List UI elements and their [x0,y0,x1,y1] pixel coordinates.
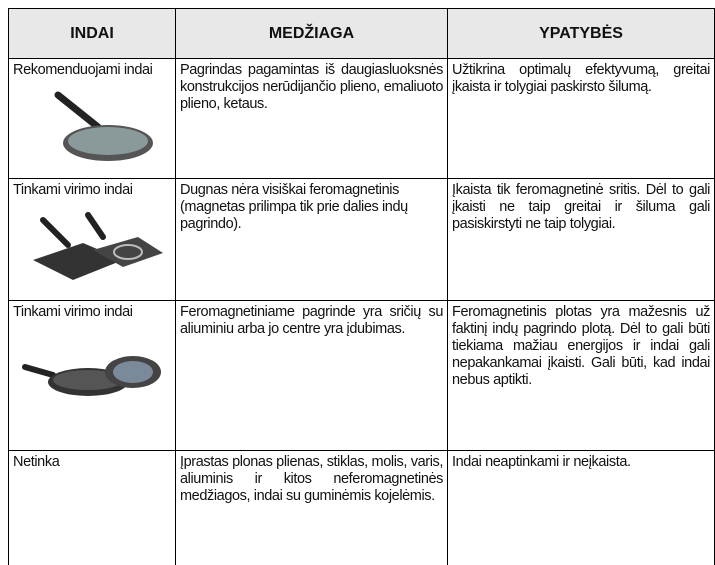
cell-text: Pagrindas pagamintas iš daugiasluoksnės … [180,62,443,112]
header-row: INDAI MEDŽIAGA YPATYBĖS [8,8,715,59]
cell: Užtikrina optimalų efektyvumą, greitai į… [447,58,715,179]
header-cell: MEDŽIAGA [175,8,448,59]
cell-text: Tinkami virimo indai [13,304,133,320]
cell: Feromagnetinis plotas yra mažesnis už fa… [447,300,715,451]
cell-text: Indai neaptinkami ir neįkaista. [452,454,631,470]
cell: Pagrindas pagamintas iš daugiasluoksnės … [175,58,448,179]
cell: Indai neaptinkami ir neįkaista. [447,450,715,565]
row: Rekomenduojami indai Pagrindas pagaminta… [8,58,715,179]
row: Tinkami virimo indai Feromagnetiniame pa… [8,300,715,451]
cell: Įkaista tik feromagnetinė sritis. Dėl to… [447,178,715,301]
cell-text: Dugnas nėra visiškai feromagnetinis (mag… [180,182,408,232]
cookware-table: INDAI MEDŽIAGA YPATYBĖS Rekomenduojami i… [8,8,715,565]
cell: Tinkami virimo indai [8,178,176,301]
cell-text: Užtikrina optimalų efektyvumą, greitai į… [452,62,710,95]
cell: Tinkami virimo indai [8,300,176,451]
cell: Netinka [8,450,176,565]
header-cell: INDAI [8,8,176,59]
cell-text: Įkaista tik feromagnetinė sritis. Dėl to… [452,182,710,232]
pan-image [54,91,153,161]
cell-text: Rekomenduojami indai [13,62,153,78]
pan-image [22,356,161,396]
cell-text: Feromagnetiniame pagrinde yra sričių su … [180,304,443,337]
cell-text: Tinkami virimo indai [13,182,133,198]
cell: Rekomenduojami indai [8,58,176,179]
cell: Dugnas nėra visiškai feromagnetinis (mag… [175,178,448,301]
cell-text: Feromagnetinis plotas yra mažesnis už fa… [452,304,710,388]
cell-text: Įprastas plonas plienas, stiklas, molis,… [180,454,443,504]
pan-image [33,212,163,280]
row: Netinka Įprastas plonas plienas, stiklas… [8,450,715,565]
cell: Įprastas plonas plienas, stiklas, molis,… [175,450,448,565]
header-cell: YPATYBĖS [447,8,715,59]
cell: Feromagnetiniame pagrinde yra sričių su … [175,300,448,451]
row: Tinkami virimo indai Dugnas nėra visiška… [8,178,715,301]
cell-text: Netinka [13,454,60,470]
